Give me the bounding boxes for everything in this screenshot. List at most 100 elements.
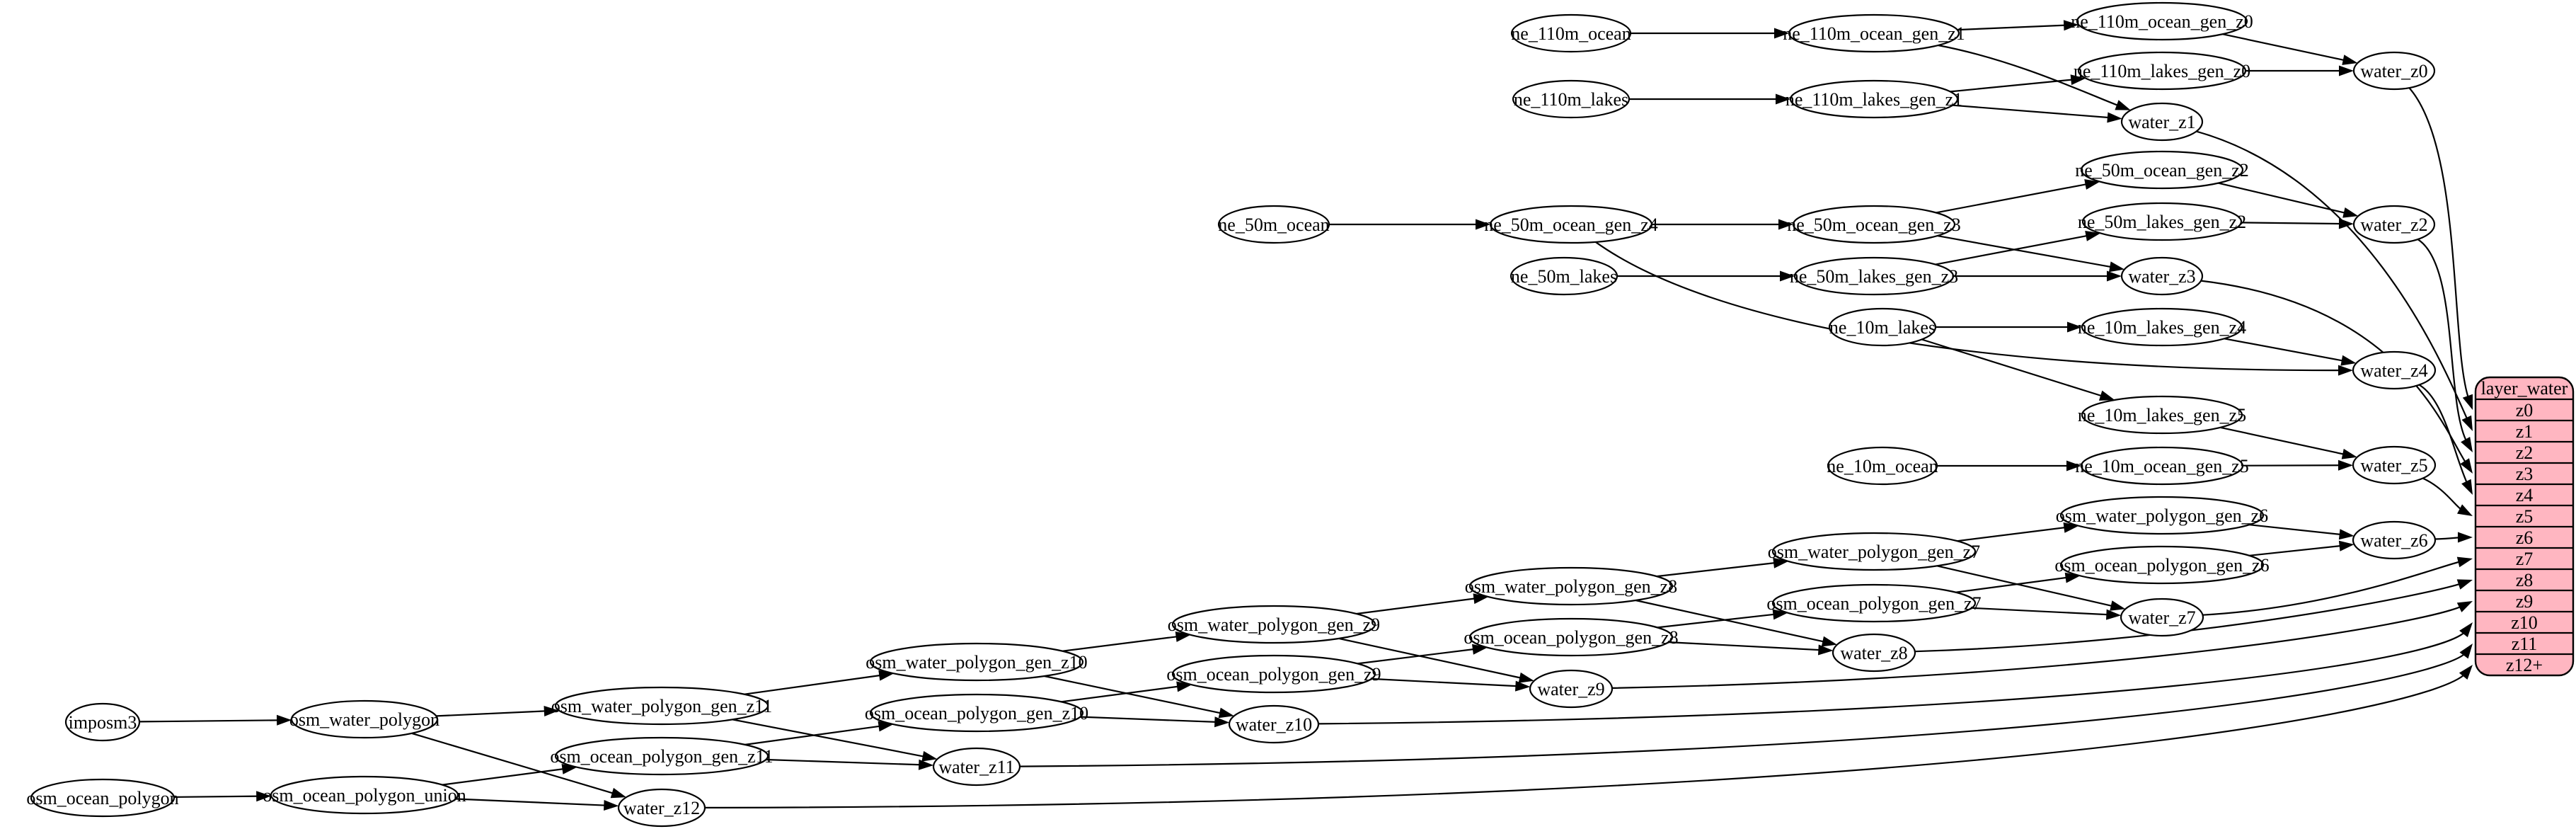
node-label-osm_water_polygon_gen_z6: osm_water_polygon_gen_z6 bbox=[2056, 505, 2268, 526]
arrowhead-icon bbox=[604, 800, 619, 811]
edge-water_z5-to-layer_water-z5 bbox=[2422, 477, 2473, 516]
node-water_z1: water_z1 bbox=[2120, 102, 2204, 142]
edge-ne_50m_lakes-to-ne_50m_lakes_gen_z3 bbox=[1617, 270, 1795, 282]
edge-osm_water_polygon-to-osm_water_polygon_gen_z11 bbox=[436, 706, 559, 717]
edge-ne_10m_lakes_gen_z5-to-water_z5 bbox=[2220, 426, 2357, 459]
arrowhead-icon bbox=[2063, 20, 2079, 31]
node-ellipse bbox=[1828, 307, 1937, 347]
arrowhead-icon bbox=[2070, 74, 2086, 86]
node-ellipse bbox=[1468, 566, 1674, 606]
arrowhead-icon bbox=[918, 759, 934, 770]
node-ellipse bbox=[554, 686, 769, 726]
node-ellipse bbox=[2120, 102, 2204, 142]
node-ellipse bbox=[932, 747, 1021, 787]
edge-ne_110m_ocean_gen_z1-to-ne_110m_ocean_gen_z0 bbox=[1957, 20, 2079, 31]
node-label-ne_50m_ocean_gen_z2: ne_50m_ocean_gen_z2 bbox=[2075, 160, 2248, 181]
node-imposm3: imposm3 bbox=[64, 702, 141, 742]
record-row-z3: z3 bbox=[2516, 464, 2534, 484]
node-osm_water_polygon: osm_water_polygon bbox=[289, 699, 439, 739]
arrowhead-icon bbox=[2458, 532, 2473, 543]
node-ellipse bbox=[2352, 205, 2436, 244]
arrowhead-icon bbox=[1773, 557, 1788, 568]
node-ellipse bbox=[1510, 13, 1632, 53]
node-label-water_z6: water_z6 bbox=[2360, 530, 2427, 551]
node-water_z0: water_z0 bbox=[2352, 51, 2436, 91]
edge-line bbox=[173, 795, 261, 798]
edge-line bbox=[2408, 87, 2470, 401]
record-row-z11: z11 bbox=[2512, 634, 2538, 654]
node-ellipse bbox=[1792, 205, 1956, 244]
edge-line bbox=[411, 732, 616, 795]
record-row-z9: z9 bbox=[2516, 591, 2534, 612]
arrowhead-icon bbox=[2456, 579, 2473, 590]
node-label-ne_110m_lakes: ne_110m_lakes bbox=[1514, 89, 1628, 110]
arrowhead-icon bbox=[2341, 448, 2357, 459]
edge-line bbox=[1044, 675, 1224, 715]
edge-ne_10m_lakes-to-ne_10m_lakes_gen_z5 bbox=[1921, 338, 2115, 401]
node-ellipse bbox=[1771, 532, 1977, 571]
edge-ne_10m_lakes_gen_z4-to-water_z4 bbox=[2224, 338, 2357, 366]
edge-ne_110m_ocean_gen_z0-to-water_z0 bbox=[2222, 33, 2358, 65]
edge-line bbox=[2242, 464, 2343, 467]
edge-line bbox=[1062, 635, 1180, 652]
node-ellipse bbox=[2077, 51, 2247, 91]
node-ne_10m_lakes_gen_z5: ne_10m_lakes_gen_z5 bbox=[2078, 395, 2246, 435]
edge-ne_50m_ocean-to-ne_50m_ocean_gen_z4 bbox=[1329, 219, 1490, 230]
edge-ne_50m_lakes_gen_z3-to-ne_50m_lakes_gen_z2 bbox=[1935, 231, 2101, 265]
node-label-ne_50m_ocean_gen_z4: ne_50m_ocean_gen_z4 bbox=[1484, 215, 1657, 235]
node-osm_ocean_polygon_union: osm_ocean_polygon_union bbox=[263, 775, 466, 815]
edge-water_z10-to-layer_water-z10 bbox=[1318, 622, 2473, 725]
edge-line bbox=[1935, 234, 2091, 265]
edge-line bbox=[1080, 716, 1219, 724]
arrowhead-icon bbox=[2342, 55, 2358, 65]
node-label-osm_ocean_polygon_gen_z6: osm_ocean_polygon_gen_z6 bbox=[2054, 555, 2269, 576]
edge-line bbox=[1914, 582, 2463, 653]
node-ellipse bbox=[2080, 150, 2244, 190]
arrowhead-icon bbox=[2110, 600, 2126, 611]
edge-water_z9-to-layer_water-z9 bbox=[1611, 601, 2473, 689]
node-osm_ocean_polygon_gen_z11: osm_ocean_polygon_gen_z11 bbox=[550, 736, 774, 776]
node-ellipse bbox=[2120, 256, 2204, 296]
edge-ne_10m_ocean_gen_z5-to-water_z5 bbox=[2242, 459, 2353, 471]
arrowhead-icon bbox=[1772, 609, 1788, 620]
arrowhead-icon bbox=[1214, 716, 1230, 728]
edge-line bbox=[2222, 33, 2347, 62]
edge-water_z8-to-layer_water-z8 bbox=[1914, 579, 2473, 653]
edge-line bbox=[1957, 526, 2069, 542]
nodes-layer: imposm3 osm_water_polygon osm_water_polygo… bbox=[26, 1, 2575, 828]
arrowhead-icon bbox=[2461, 437, 2473, 452]
edge-osm_ocean_polygon_gen_z11-to-water_z11 bbox=[766, 758, 934, 770]
edge-line bbox=[1019, 651, 2467, 767]
edge-line bbox=[442, 767, 567, 786]
edge-water_z2-to-layer_water-z2 bbox=[2417, 239, 2473, 452]
node-water_z3: water_z3 bbox=[2120, 256, 2204, 296]
arrowhead-icon bbox=[610, 787, 626, 799]
node-label-ne_50m_lakes_gen_z2: ne_50m_lakes_gen_z2 bbox=[2078, 212, 2246, 232]
arrowhead-icon bbox=[1778, 219, 1793, 230]
node-ellipse bbox=[2081, 202, 2243, 241]
record-row-z0: z0 bbox=[2516, 400, 2534, 421]
node-label-osm_water_polygon_gen_z8: osm_water_polygon_gen_z8 bbox=[1465, 576, 1677, 597]
arrowhead-icon bbox=[277, 714, 292, 726]
edge-osm_ocean_polygon_gen_z9-to-water_z9 bbox=[1371, 678, 1531, 692]
arrowhead-icon bbox=[2460, 458, 2473, 474]
arrowhead-icon bbox=[544, 706, 559, 716]
node-ellipse bbox=[1468, 617, 1674, 657]
edge-line bbox=[1357, 648, 1478, 665]
edge-line bbox=[1318, 630, 2467, 725]
edge-line bbox=[1668, 641, 1823, 651]
edge-ne_110m_lakes_gen_z0-to-water_z0 bbox=[2246, 65, 2354, 76]
node-ne_50m_lakes_gen_z3: ne_50m_lakes_gen_z3 bbox=[1790, 256, 1958, 296]
node-ellipse bbox=[1510, 256, 1618, 296]
node-label-osm_water_polygon: osm_water_polygon bbox=[289, 709, 439, 730]
edge-ne_50m_ocean_gen_z2-to-water_z2 bbox=[2218, 182, 2359, 218]
edge-osm_water_polygon_gen_z8-to-osm_water_polygon_gen_z7 bbox=[1656, 557, 1788, 578]
node-ellipse bbox=[270, 775, 459, 815]
edge-line bbox=[1936, 565, 2115, 607]
arrowhead-icon bbox=[1218, 707, 1234, 719]
node-ne_110m_lakes: ne_110m_lakes bbox=[1512, 79, 1631, 119]
edge-ne_110m_lakes-to-ne_110m_lakes_gen_z1 bbox=[1629, 93, 1790, 105]
node-label-water_z8: water_z8 bbox=[1840, 643, 1907, 663]
arrowhead-icon bbox=[1818, 644, 1834, 656]
edge-line bbox=[436, 710, 548, 717]
